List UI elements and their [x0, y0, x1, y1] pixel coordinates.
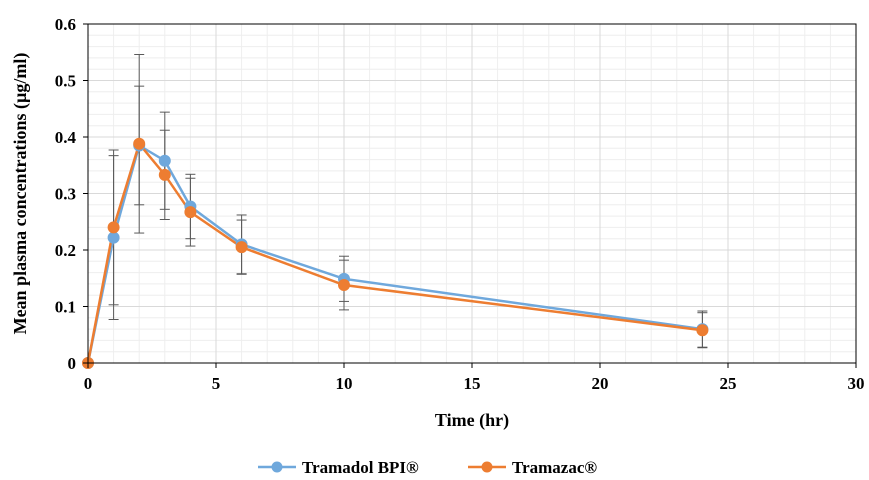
x-tick-label: 5	[212, 374, 221, 393]
data-point	[107, 221, 120, 234]
x-tick-label: 0	[84, 374, 93, 393]
data-point	[107, 231, 120, 244]
data-point	[235, 241, 248, 254]
axes	[83, 23, 857, 368]
data-point	[696, 324, 709, 337]
series-points	[82, 137, 709, 369]
data-point	[338, 279, 350, 292]
legend: Tramadol BPI® Tramazac®	[258, 458, 597, 477]
legend-marker	[271, 461, 283, 473]
y-tick-label: 0.3	[55, 185, 76, 204]
x-tick-label: 15	[464, 374, 481, 393]
y-tick-label: 0.6	[55, 15, 76, 34]
legend-label: Tramadol BPI®	[302, 458, 419, 477]
x-tick-label: 25	[720, 374, 737, 393]
y-tick-label: 0	[68, 354, 77, 373]
series-line-0	[86, 143, 703, 364]
legend-marker	[481, 461, 493, 473]
y-axis-title: Mean plasma concentrations (µg/ml)	[10, 53, 31, 335]
series-line-1	[86, 141, 703, 364]
y-tick-label: 0.1	[55, 298, 76, 317]
x-axis-title: Time (hr)	[435, 410, 509, 431]
data-point	[184, 206, 197, 219]
y-tick-label: 0.4	[55, 128, 77, 147]
grid-lines	[87, 23, 857, 364]
legend-label: Tramazac®	[512, 458, 597, 477]
data-point	[158, 168, 171, 181]
tick-labels: 0 5 10 15 20 25 30 0 0.1 0.2 0.3 0.4 0.5 0.6	[55, 15, 865, 393]
error-bars	[108, 54, 708, 349]
series-lines	[86, 141, 703, 364]
x-tick-label: 10	[336, 374, 353, 393]
data-point	[158, 154, 171, 167]
y-tick-label: 0.5	[55, 72, 76, 91]
data-point	[133, 137, 146, 150]
y-tick-label: 0.2	[55, 241, 76, 260]
x-tick-label: 20	[592, 374, 609, 393]
x-tick-label: 30	[848, 374, 865, 393]
